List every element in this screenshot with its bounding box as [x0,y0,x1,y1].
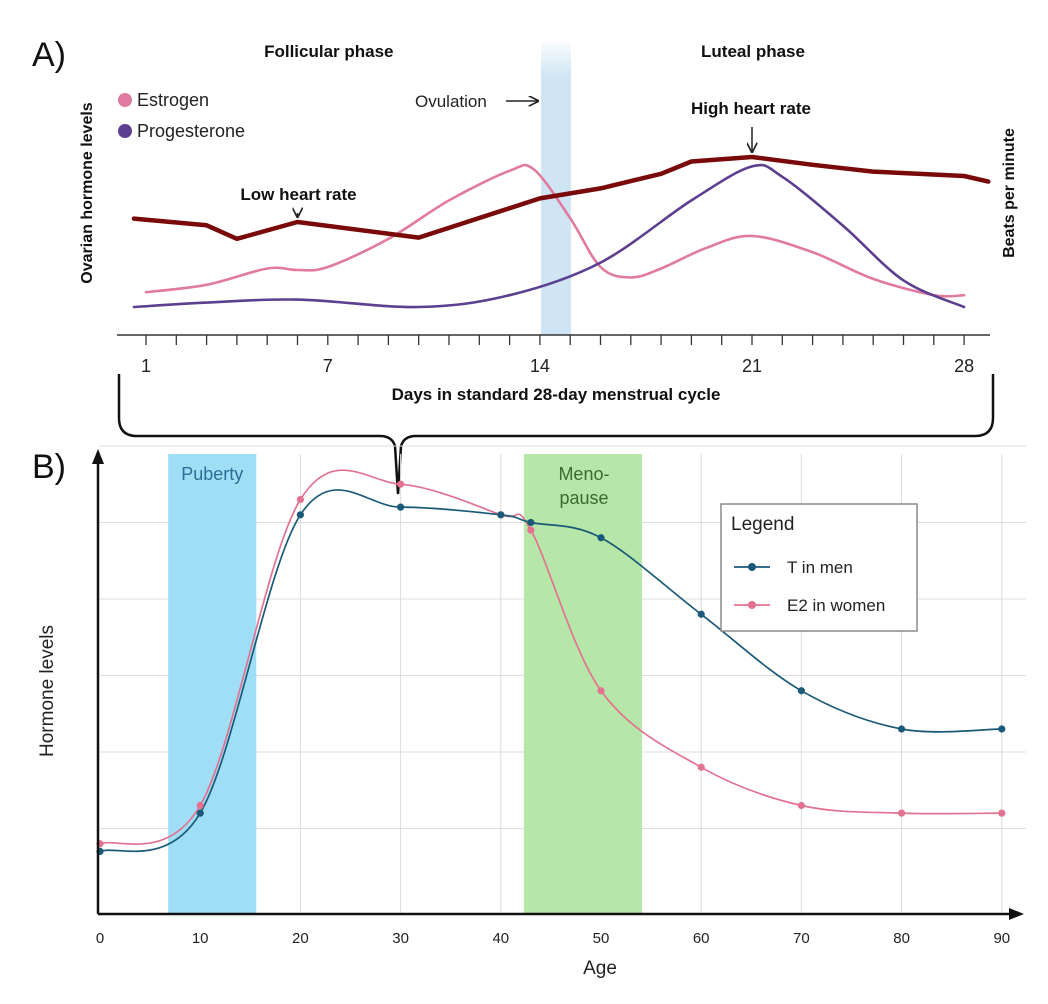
b-x-axis-label: Age [583,958,617,979]
b-tick-label: 50 [593,930,610,947]
e2-in-women-legend-marker [748,601,756,609]
e2-in-women-point [998,809,1006,817]
b-tick-label: 70 [793,930,810,947]
panel-a-curves [131,154,991,309]
t-in-men-point [898,725,906,733]
e2-in-women-point [597,687,605,695]
progesterone-legend-label: Progesterone [137,121,245,141]
a-tick-label: 7 [323,356,333,376]
puberty-label: Puberty [181,464,243,484]
b-y-axis-label: Hormone levels [37,625,58,757]
b-tick-label: 30 [392,930,409,947]
t-in-men-legend-marker [748,563,756,571]
annotation-low-heart-rate: Low heart rate [240,185,356,204]
a-tick-label: 14 [530,356,550,376]
b-tick-label: 90 [993,930,1010,947]
menopause-label-line: Meno- [558,464,609,484]
e2-in-women-point [196,801,204,810]
progesterone-curve [132,163,966,309]
b-tick-label: 40 [492,930,509,947]
b-series [96,469,1006,856]
e2-in-women-point [697,763,705,771]
a-tick-label: 28 [954,356,974,376]
panel-b: B) Puberty Meno-pause 0 10 20 30 40 50 60 70 80 90… [32,445,1026,979]
puberty-band [168,454,257,913]
e2-in-women-point [296,495,304,504]
e2-in-women-point [797,801,806,810]
menopause-label-line: pause [559,488,608,508]
estrogen-curve [144,163,966,298]
t-in-men-curve [99,489,1002,853]
phase-label-luteal-phase: Luteal phase [701,42,805,61]
b-tick-label: 10 [192,930,209,947]
b-tick-label: 20 [292,930,309,947]
b-tick-label: 60 [693,930,710,947]
heart-rate-curve [131,154,991,242]
panel-b-label: B) [32,448,66,486]
hormone-legend: Estrogen Progesterone [118,90,245,141]
ovulation-label: Ovulation [415,92,487,111]
t-in-men-legend-label: T in men [787,558,853,577]
b-x-axis-arrow [1009,908,1024,920]
left-axis-label: Ovarian hormone levels [79,102,96,284]
t-in-men-point [196,809,204,817]
estrogen-legend-label: Estrogen [137,90,209,110]
right-axis-label: Beats per minute [1001,128,1018,258]
t-in-men-point [527,518,535,527]
ovulation-band [541,42,571,335]
t-in-men-point [397,503,405,511]
e2-in-women-point [527,526,535,534]
b-y-axis-arrow [92,449,104,464]
t-in-men-point [998,725,1006,733]
t-in-men-point [797,687,806,695]
t-in-men-point [697,610,705,618]
t-in-men-point [296,511,304,519]
a-tick-label: 21 [742,356,762,376]
b-tick-label: 0 [96,930,104,947]
panel-a: A) Follicular phase Luteal phase Estrogen… [32,36,1018,495]
a-tick-label: 1 [141,356,151,376]
b-tick-label: 80 [893,930,910,947]
e2-in-women-curve [99,469,1002,845]
panel-a-label: A) [32,36,66,74]
estrogen-legend-marker [118,93,132,107]
e2-in-women-legend-label: E2 in women [787,596,885,615]
menopause-band [523,454,643,913]
a-x-axis-label: Days in standard 28-day menstrual cycle [392,385,721,404]
progesterone-legend-marker [118,124,132,138]
t-in-men-point [597,534,605,542]
b-legend: Legend T in men E2 in women [720,503,918,632]
zoom-brace [117,374,995,495]
phase-label-follicular-phase: Follicular phase [264,42,393,61]
e2-in-women-point [898,809,906,817]
b-legend-title: Legend [731,514,794,535]
e2-in-women-point [397,480,405,488]
t-in-men-point [497,511,505,519]
annotation-high-heart-rate: High heart rate [691,99,811,118]
